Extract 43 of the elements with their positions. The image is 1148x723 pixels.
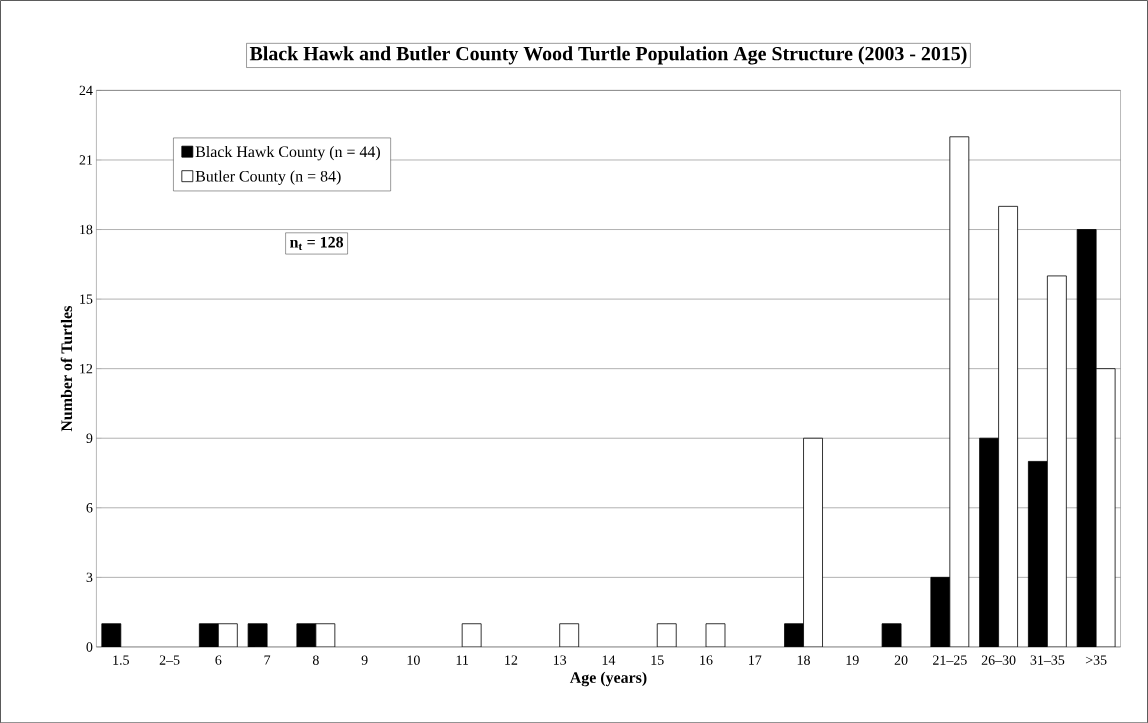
x-tick-label: >35 (1085, 655, 1107, 665)
x-tick-label: 10 (407, 655, 420, 665)
x-tick-label: 21–25 (933, 655, 967, 665)
y-tick-label: 18 (80, 224, 93, 235)
x-tick-label: 1.5 (113, 655, 129, 665)
y-tick-label: 6 (86, 502, 93, 513)
x-tick-label: 31–35 (1030, 655, 1065, 665)
bar (247, 623, 268, 647)
bar (705, 623, 726, 647)
x-tick-label: 26–30 (981, 655, 1016, 665)
x-tick-label: 14 (602, 655, 616, 665)
y-tick-label: 15 (80, 294, 93, 304)
y-tick-label: 9 (86, 433, 93, 443)
x-tick-label: 11 (456, 655, 469, 665)
x-tick-label: 7 (264, 655, 271, 665)
x-tick-label: 9 (361, 655, 368, 665)
x-axis-title: Age (years) (569, 671, 647, 687)
bar (881, 623, 902, 647)
legend-label: Black Hawk County (n = 44) (195, 145, 380, 161)
x-tick-label: 18 (797, 655, 810, 665)
bar (461, 623, 482, 647)
x-tick-label: 17 (749, 655, 762, 665)
x-tick-label: 2–5 (159, 655, 180, 665)
x-tick-label: 6 (215, 655, 222, 665)
x-tick-label: 15 (651, 655, 664, 665)
chart-title: Black Hawk and Butler County Wood Turtle Population Age Structure (2003 - 2015) (249, 46, 967, 65)
annotation: n$_{t}$ = 128 (290, 236, 344, 250)
y-tick-label: 24 (79, 85, 93, 95)
y-tick-label: 3 (86, 572, 93, 582)
x-tick-label: 13 (553, 655, 567, 665)
bar (559, 623, 580, 647)
y-tick-label: 0 (86, 642, 93, 652)
x-tick-label: 8 (312, 655, 319, 665)
x-tick-label: 19 (846, 655, 859, 665)
bar (656, 623, 677, 647)
y-tick-label: 21 (79, 155, 93, 165)
legend-label: Butler County (n = 84) (195, 170, 341, 185)
x-tick-label: 20 (894, 655, 908, 665)
y-tick-label: 12 (80, 363, 93, 374)
x-tick-label: 12 (505, 655, 518, 665)
bar (101, 623, 122, 647)
y-axis-title: Number of Turtles (60, 305, 73, 432)
x-tick-label: 16 (700, 655, 713, 665)
